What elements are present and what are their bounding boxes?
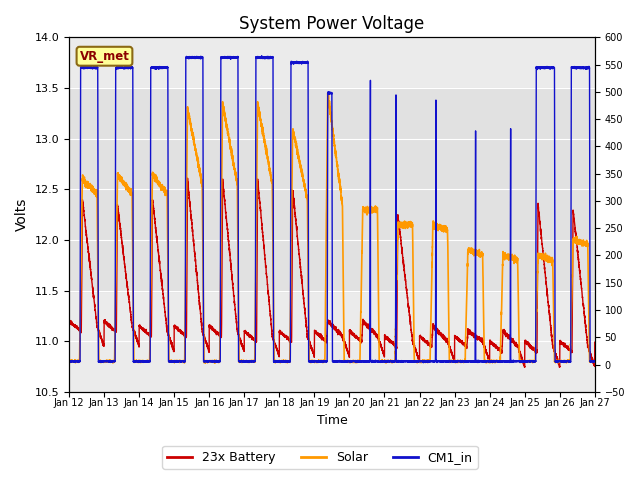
Title: System Power Voltage: System Power Voltage (239, 15, 424, 33)
Bar (69, 290, 595, 392)
Y-axis label: Volts: Volts (15, 198, 29, 231)
Bar (69, 37, 595, 88)
X-axis label: Time: Time (317, 414, 348, 427)
Bar (69, 88, 595, 290)
Legend: 23x Battery, Solar, CM1_in: 23x Battery, Solar, CM1_in (163, 446, 477, 469)
Text: VR_met: VR_met (79, 50, 129, 63)
